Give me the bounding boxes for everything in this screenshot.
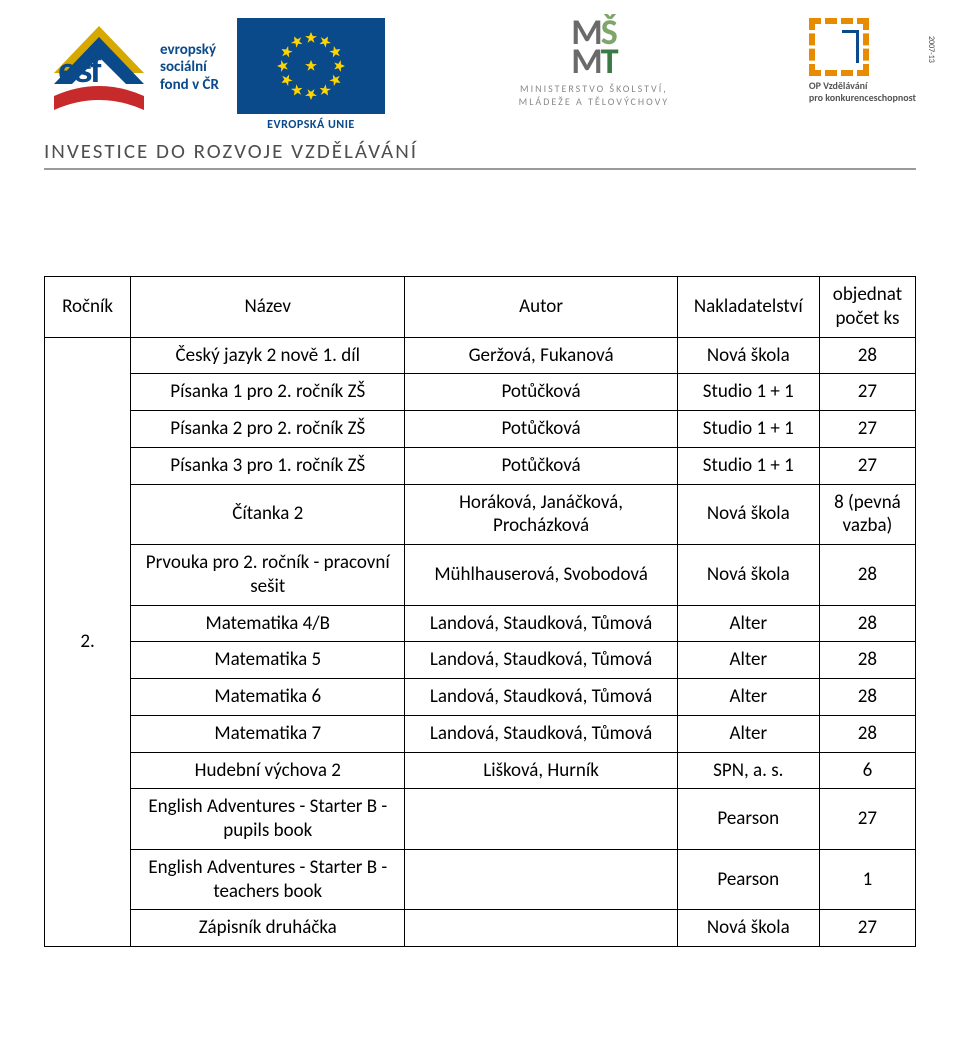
svg-text:esf: esf	[58, 52, 102, 90]
cell-autor: Geržová, Fukanová	[405, 337, 677, 374]
cell-nakladatelstvi: Studio 1 + 1	[677, 374, 819, 411]
cell-nazev: Matematika 7	[131, 715, 405, 752]
cell-nazev: Písanka 1 pro 2. ročník ZŠ	[131, 374, 405, 411]
cell-nakladatelstvi: Studio 1 + 1	[677, 447, 819, 484]
cell-pocet-ks: 27	[819, 374, 915, 411]
table-row: Písanka 3 pro 1. ročník ZŠPotůčkováStudi…	[45, 447, 916, 484]
cell-autor	[405, 789, 677, 850]
cell-autor: Landová, Staudková, Tůmová	[405, 715, 677, 752]
cell-autor: Landová, Staudková, Tůmová	[405, 679, 677, 716]
cell-pocet-ks: 6	[819, 752, 915, 789]
cell-nazev: Prvouka pro 2. ročník - pracovní sešit	[131, 545, 405, 606]
cell-pocet-ks: 27	[819, 411, 915, 448]
op-icon	[809, 18, 869, 76]
ministry-line: MINISTERSTVO ŠKOLSTVÍ,	[519, 82, 669, 95]
esf-logo: esf evropský sociální fond v ČR	[44, 18, 219, 118]
cell-nazev: Matematika 4/B	[131, 605, 405, 642]
cell-nakladatelstvi: Pearson	[677, 849, 819, 910]
table-row: Zápisník druháčka Nová škola27	[45, 910, 916, 947]
esf-line: sociální	[160, 59, 219, 76]
cell-nazev: Písanka 2 pro 2. ročník ZŠ	[131, 411, 405, 448]
cell-nakladatelstvi: SPN, a. s.	[677, 752, 819, 789]
cell-nazev: Písanka 3 pro 1. ročník ZŠ	[131, 447, 405, 484]
cell-nazev: English Adventures - Starter B - teacher…	[131, 849, 405, 910]
table-row: Matematika 7Landová, Staudková, TůmováAl…	[45, 715, 916, 752]
cell-nakladatelstvi: Alter	[677, 642, 819, 679]
cell-autor	[405, 849, 677, 910]
cell-autor: Landová, Staudková, Tůmová	[405, 642, 677, 679]
eu-label: EVROPSKÁ UNIE	[237, 118, 385, 132]
cell-autor: Horáková, Janáčková, Procházková	[405, 484, 677, 545]
cell-nakladatelstvi: Alter	[677, 715, 819, 752]
cell-nazev: Zápisník druháčka	[131, 910, 405, 947]
cell-nazev: Matematika 5	[131, 642, 405, 679]
cell-nazev: Hudební výchova 2	[131, 752, 405, 789]
table-row: Matematika 6Landová, Staudková, TůmováAl…	[45, 679, 916, 716]
ministry-icon: MŠ MT	[571, 18, 616, 76]
cell-pocet-ks: 27	[819, 447, 915, 484]
op-years: 2007-13	[926, 36, 936, 63]
table-header-row: Ročník Název Autor Nakladatelství objedn…	[45, 277, 916, 338]
header-banner: esf evropský sociální fond v ČR	[44, 18, 916, 218]
cell-pocet-ks: 28	[819, 605, 915, 642]
col-header-nakladatelstvi: Nakladatelství	[677, 277, 819, 338]
cell-pocet-ks: 28	[819, 679, 915, 716]
cell-pocet-ks: 28	[819, 545, 915, 606]
banner-divider	[44, 168, 916, 170]
table-row: Hudební výchova 2Lišková, HurníkSPN, a. …	[45, 752, 916, 789]
cell-nazev: Matematika 6	[131, 679, 405, 716]
table-row: Písanka 2 pro 2. ročník ZŠPotůčkováStudi…	[45, 411, 916, 448]
eu-flag-block: EVROPSKÁ UNIE	[237, 18, 385, 132]
cell-pocet-ks: 27	[819, 910, 915, 947]
table-row: Prvouka pro 2. ročník - pracovní sešitMü…	[45, 545, 916, 606]
op-line: pro konkurenceschopnost	[809, 92, 916, 104]
cell-nazev: Český jazyk 2 nově 1. díl	[131, 337, 405, 374]
ministry-block: MŠ MT MINISTERSTVO ŠKOLSTVÍ, MLÁDEŽE A T…	[403, 18, 785, 108]
cell-autor: Landová, Staudková, Tůmová	[405, 605, 677, 642]
eu-flag-icon	[237, 18, 385, 114]
table-row: Čítanka 2Horáková, Janáčková, Procházkov…	[45, 484, 916, 545]
cell-nazev: English Adventures - Starter B - pupils …	[131, 789, 405, 850]
cell-autor: Lišková, Hurník	[405, 752, 677, 789]
table-row: Matematika 5Landová, Staudková, TůmováAl…	[45, 642, 916, 679]
cell-nakladatelstvi: Nová škola	[677, 484, 819, 545]
cell-autor: Potůčková	[405, 447, 677, 484]
cell-pocet-ks: 28	[819, 642, 915, 679]
esf-icon: esf	[44, 18, 154, 118]
col-header-rocnik: Ročník	[45, 277, 131, 338]
cell-nakladatelstvi: Nová škola	[677, 545, 819, 606]
esf-text: evropský sociální fond v ČR	[160, 42, 219, 94]
table-row: English Adventures - Starter B - teacher…	[45, 849, 916, 910]
esf-line: evropský	[160, 42, 219, 59]
col-header-pocet-ks: objednat počet ks	[819, 277, 915, 338]
banner-title: INVESTICE DO ROZVOJE VZDĚLÁVÁNÍ	[44, 138, 916, 164]
cell-pocet-ks: 1	[819, 849, 915, 910]
cell-autor: Mühlhauserová, Svobodová	[405, 545, 677, 606]
col-header-nazev: Název	[131, 277, 405, 338]
cell-autor	[405, 910, 677, 947]
cell-nakladatelstvi: Alter	[677, 605, 819, 642]
table-row: English Adventures - Starter B - pupils …	[45, 789, 916, 850]
table-row: Písanka 1 pro 2. ročník ZŠPotůčkováStudi…	[45, 374, 916, 411]
cell-nakladatelstvi: Studio 1 + 1	[677, 411, 819, 448]
cell-pocet-ks: 27	[819, 789, 915, 850]
cell-pocet-ks: 28	[819, 337, 915, 374]
cell-autor: Potůčková	[405, 411, 677, 448]
col-header-autor: Autor	[405, 277, 677, 338]
esf-line: fond v ČR	[160, 77, 219, 94]
cell-nakladatelstvi: Nová škola	[677, 910, 819, 947]
ministry-line: MLÁDEŽE A TĚLOVÝCHOVY	[519, 95, 669, 108]
cell-nakladatelstvi: Alter	[677, 679, 819, 716]
cell-nazev: Čítanka 2	[131, 484, 405, 545]
cell-nakladatelstvi: Nová škola	[677, 337, 819, 374]
textbook-table: Ročník Název Autor Nakladatelství objedn…	[44, 276, 916, 947]
table-row: Matematika 4/BLandová, Staudková, Tůmová…	[45, 605, 916, 642]
cell-nakladatelstvi: Pearson	[677, 789, 819, 850]
cell-autor: Potůčková	[405, 374, 677, 411]
cell-rocnik: 2.	[45, 337, 131, 947]
table-row: 2.Český jazyk 2 nově 1. dílGeržová, Fuka…	[45, 337, 916, 374]
op-block: 2007-13 OP Vzdělávání pro konkurencescho…	[809, 18, 916, 104]
cell-pocet-ks: 28	[819, 715, 915, 752]
cell-pocet-ks: 8 (pevná vazba)	[819, 484, 915, 545]
